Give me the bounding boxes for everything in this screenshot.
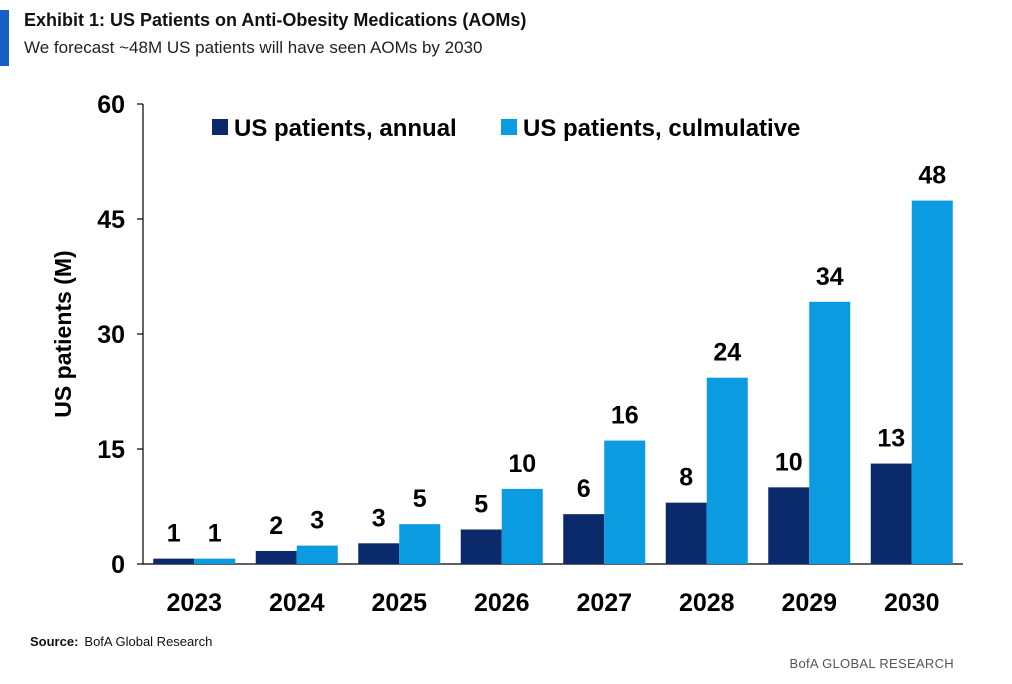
title-accent-bar <box>0 10 9 66</box>
bar-cumulative <box>399 524 441 564</box>
data-label-annual: 5 <box>474 491 488 519</box>
bar-annual <box>563 514 605 564</box>
y-tick-label: 0 <box>111 551 125 579</box>
bar-cumulative <box>501 488 543 564</box>
data-label-annual: 10 <box>775 448 803 476</box>
bar-cumulative <box>809 301 851 564</box>
legend-swatch-cumulative <box>501 119 517 135</box>
data-label-annual: 8 <box>679 464 693 492</box>
legend-label-annual: US patients, annual <box>234 115 457 142</box>
bar-annual <box>665 502 707 564</box>
x-tick-label: 2029 <box>781 589 837 617</box>
bar-annual <box>768 487 810 564</box>
data-label-cumulative: 3 <box>310 507 324 535</box>
data-label-annual: 2 <box>269 512 283 540</box>
y-axis-title: US patients (M) <box>50 250 76 417</box>
y-tick-label: 60 <box>97 91 125 119</box>
y-tick-label: 45 <box>97 206 125 234</box>
data-label-cumulative: 1 <box>208 520 222 548</box>
exhibit-title: Exhibit 1: US Patients on Anti-Obesity M… <box>24 10 527 30</box>
x-tick-label: 2028 <box>679 589 735 617</box>
source-text: BofA Global Research <box>84 634 213 649</box>
bar-annual <box>460 529 502 564</box>
data-label-cumulative: 48 <box>918 162 946 190</box>
data-label-cumulative: 5 <box>413 485 427 513</box>
x-tick-label: 2025 <box>371 589 427 617</box>
source-note: Source: BofA Global Research <box>30 634 212 649</box>
x-tick-label: 2030 <box>884 589 940 617</box>
bar-cumulative <box>194 558 236 564</box>
legend-label-cumulative: US patients, culmulative <box>523 115 800 142</box>
exhibit-subtitle: We forecast ~48M US patients will have s… <box>24 38 483 57</box>
x-tick-label: 2026 <box>474 589 530 617</box>
data-label-annual: 13 <box>877 425 905 453</box>
data-label-annual: 6 <box>577 475 591 503</box>
data-label-cumulative: 34 <box>816 263 844 291</box>
brand-footer: BofA GLOBAL RESEARCH <box>789 656 954 671</box>
data-label-cumulative: 24 <box>713 339 741 367</box>
legend-swatch-annual <box>212 119 228 135</box>
x-tick-label: 2023 <box>166 589 222 617</box>
bar-cumulative <box>296 545 338 564</box>
bar-annual <box>870 463 912 564</box>
data-label-annual: 3 <box>372 504 386 532</box>
bar-cumulative <box>911 200 953 564</box>
y-tick-label: 15 <box>97 436 125 464</box>
bar-annual <box>255 550 297 564</box>
bar-cumulative <box>706 377 748 564</box>
bar-annual <box>358 543 400 564</box>
data-label-cumulative: 10 <box>508 450 536 478</box>
bar-cumulative <box>604 440 646 564</box>
x-tick-label: 2027 <box>576 589 632 617</box>
data-label-cumulative: 16 <box>611 402 639 430</box>
data-label-annual: 1 <box>167 520 181 548</box>
x-tick-label: 2024 <box>269 589 325 617</box>
source-label: Source: <box>30 634 79 649</box>
bar-annual <box>153 558 195 564</box>
y-tick-label: 30 <box>97 321 125 349</box>
